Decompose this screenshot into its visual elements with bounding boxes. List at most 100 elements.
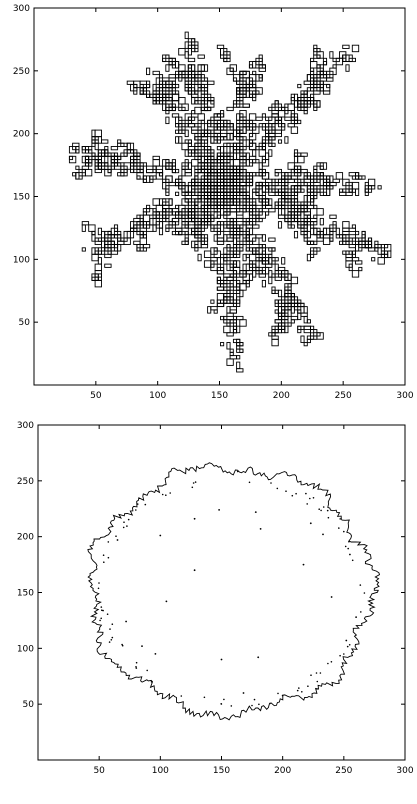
cluster-cell <box>303 306 308 314</box>
cluster-cell <box>181 119 186 128</box>
cluster-cell <box>133 162 138 167</box>
edge-point <box>318 508 321 510</box>
cluster-cell <box>316 64 321 69</box>
cluster-cell <box>175 123 180 128</box>
cluster-cell <box>68 146 77 154</box>
cluster-cell <box>284 325 289 334</box>
edge-point <box>165 494 167 496</box>
cluster-cell <box>297 97 302 105</box>
cluster-cell <box>268 149 273 157</box>
fractal-cluster-chart: 50 100 150 200 250 300 50 100 150 200 250 300 <box>13 4 414 401</box>
cluster-cell <box>265 152 270 160</box>
cluster-cell <box>165 64 170 72</box>
x-tick-label: 100 <box>152 766 169 776</box>
cluster-cell <box>175 168 180 174</box>
cluster-cell <box>248 273 254 281</box>
cluster-cell <box>306 240 311 245</box>
cluster-cell <box>268 237 276 242</box>
y-tick-label: 100 <box>17 644 34 654</box>
cluster-cell <box>232 165 238 170</box>
cluster-cell <box>310 325 315 330</box>
cluster-cell <box>232 237 238 245</box>
cluster-cell <box>248 260 254 265</box>
cluster-cell <box>229 289 234 294</box>
cluster-cell <box>104 263 112 268</box>
edge-point <box>326 509 329 512</box>
cluster-cell <box>293 155 299 164</box>
cluster-cell <box>306 195 315 203</box>
edge-point <box>348 644 351 646</box>
cluster-cell <box>223 296 228 301</box>
cluster-cell <box>281 123 286 128</box>
cluster-cell <box>178 129 183 134</box>
cluster-cell <box>165 54 170 59</box>
cluster-cell <box>271 123 276 131</box>
cluster-cell <box>81 168 86 174</box>
cluster-cell <box>152 70 160 76</box>
cluster-cell <box>232 159 241 167</box>
cluster-cell <box>181 70 186 76</box>
cluster-cell <box>223 257 228 265</box>
cluster-cell <box>313 100 318 108</box>
interior-point <box>218 509 221 511</box>
cluster-cell <box>287 211 292 216</box>
edge-point <box>109 628 111 630</box>
cluster-cell <box>355 260 363 265</box>
edge-point <box>253 698 256 701</box>
cluster-cell <box>97 227 102 236</box>
cluster-cell <box>335 172 344 180</box>
cluster-cell <box>123 149 128 157</box>
interior-point <box>345 639 348 642</box>
cluster-cell <box>136 172 144 180</box>
cluster-cell <box>91 155 96 161</box>
edge-point <box>301 691 303 693</box>
cluster-cell <box>178 48 186 56</box>
cluster-cell <box>290 168 295 174</box>
cluster-cell <box>213 247 218 252</box>
edge-point <box>343 530 345 533</box>
cluster-cell <box>94 250 102 255</box>
cluster-cell <box>171 113 180 118</box>
interior-point <box>330 596 333 598</box>
edge-point <box>258 703 260 706</box>
cluster-cell <box>303 211 311 216</box>
cluster-cell <box>300 224 308 229</box>
x-tick-label: 300 <box>396 391 413 401</box>
cluster-cell <box>136 214 141 219</box>
cluster-cell <box>348 234 356 239</box>
cluster-cell <box>306 204 315 210</box>
chart-panel-bottom: 50 100 150 200 250 300 50 100 150 200 250 300 <box>0 402 417 804</box>
interior-point <box>165 600 168 603</box>
edge-point <box>127 518 130 521</box>
cluster-cell <box>310 250 315 258</box>
cluster-cell <box>210 224 218 229</box>
cluster-cell <box>258 181 263 187</box>
cluster-cell <box>226 132 231 141</box>
edge-point <box>327 516 330 519</box>
x-tick-label: 150 <box>211 391 228 401</box>
cluster-cell <box>290 319 295 324</box>
cluster-cell <box>287 289 292 294</box>
cluster-cell <box>203 211 209 219</box>
cluster-cell <box>306 185 311 190</box>
cluster-cell <box>91 253 99 262</box>
cluster-cell <box>348 250 353 255</box>
cluster-cell <box>268 270 273 278</box>
cluster-cell <box>171 165 176 174</box>
cluster-cell <box>245 253 250 259</box>
cluster-cell <box>223 214 228 219</box>
cluster-cell <box>194 90 199 95</box>
cluster-cell <box>232 293 238 301</box>
cluster-cell <box>91 230 96 236</box>
cluster-cell <box>329 51 334 59</box>
edge-point <box>363 592 366 594</box>
cluster-cell <box>200 106 209 112</box>
cluster-cell <box>300 188 305 193</box>
cluster-cell <box>194 90 199 95</box>
cluster-cell <box>261 244 266 249</box>
cluster-cell <box>277 214 286 219</box>
cluster-cell <box>213 159 221 164</box>
cluster-cell <box>158 80 164 85</box>
cluster-cell <box>265 129 270 138</box>
cluster-cell <box>178 97 186 105</box>
